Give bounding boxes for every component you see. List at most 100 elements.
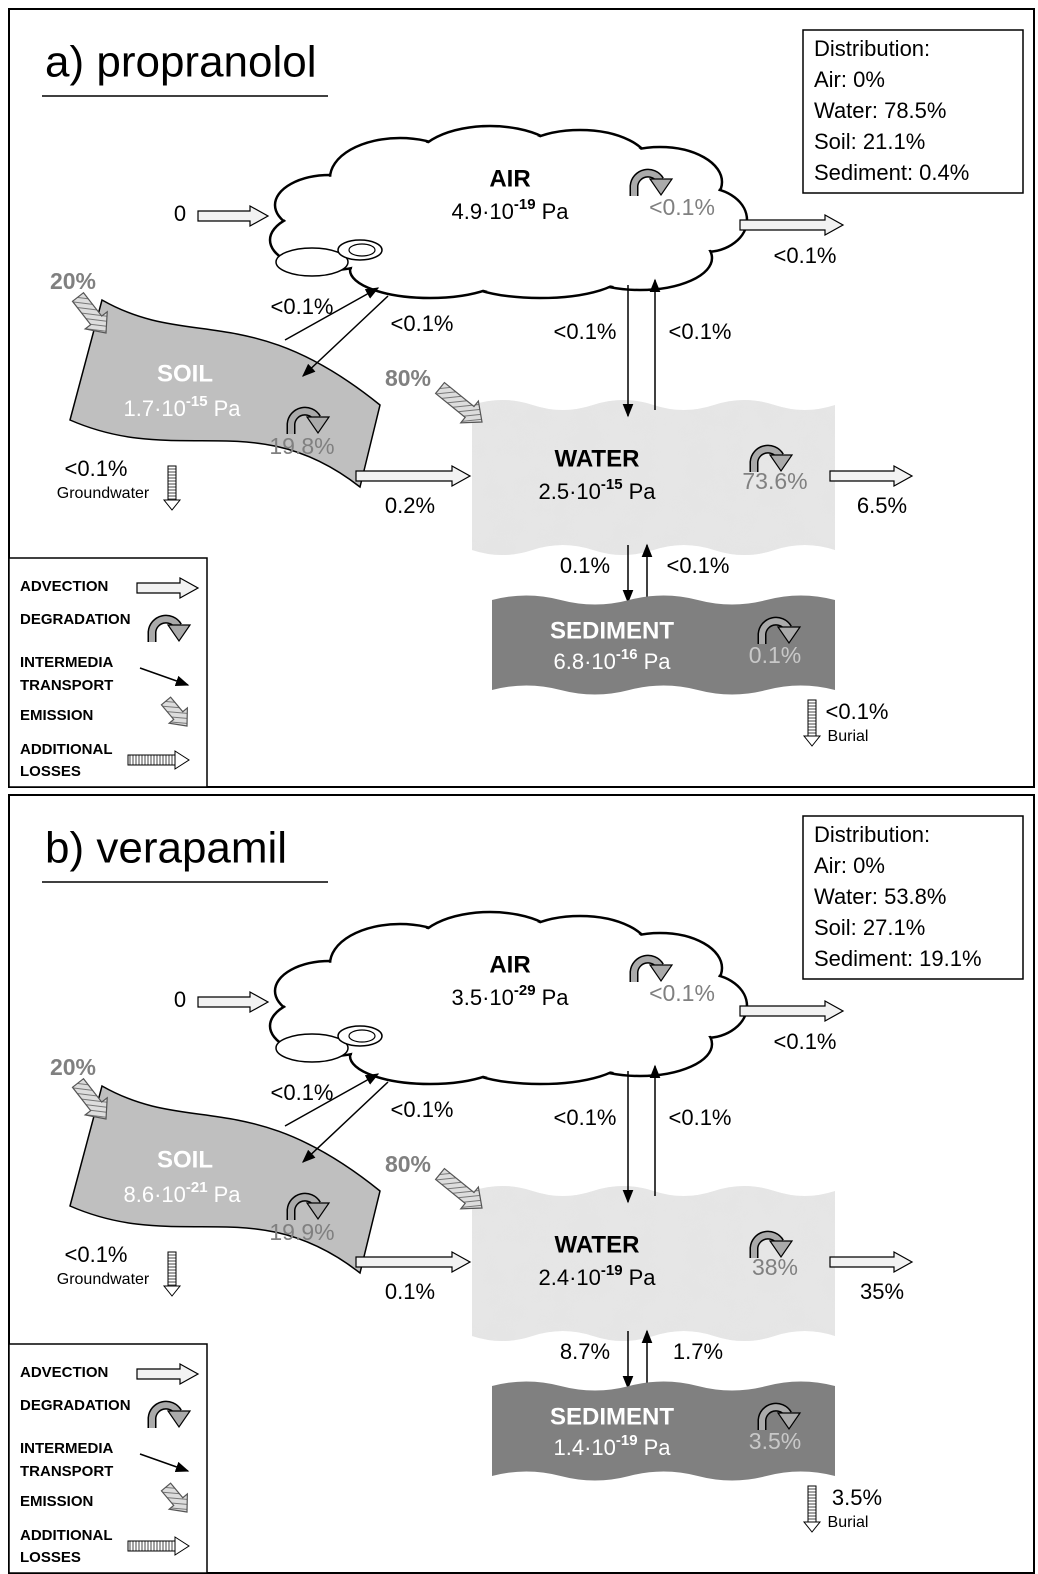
pressure-base: 1.7·10: [124, 396, 186, 421]
pressure-exponent: -19: [514, 196, 536, 213]
compartment-name: WATER: [555, 445, 640, 472]
pressure-exponent: -19: [616, 1432, 638, 1449]
panel: b) verapamil Distribution: Air: 0% Water: 5…: [9, 795, 1034, 1573]
legend-label: ADDITIONAL: [20, 741, 113, 758]
legend-label: ADVECTION: [20, 578, 108, 595]
transport-value: <0.1%: [669, 319, 732, 344]
pressure-base: 8.6·10: [124, 1182, 186, 1207]
compartment-name: AIR: [489, 951, 530, 978]
pressure-unit: Pa: [542, 985, 570, 1010]
pressure-exponent: -15: [186, 393, 208, 410]
pressure-exponent: -19: [601, 1262, 623, 1279]
pressure-exponent: -29: [514, 982, 536, 999]
transport-value: <0.1%: [271, 1080, 334, 1105]
distribution-line: Distribution:: [814, 822, 930, 847]
distribution-line: Distribution:: [814, 36, 930, 61]
pressure-base: 2.4·10: [539, 1265, 601, 1290]
outflow-value: 35%: [860, 1279, 904, 1304]
transport-value: <0.1%: [554, 1105, 617, 1130]
compartment-name: WATER: [555, 1231, 640, 1258]
pressure-unit: Pa: [214, 396, 242, 421]
legend-label: LOSSES: [20, 1549, 81, 1566]
transport-value: 0.2%: [385, 493, 435, 518]
distribution-line: Sediment: 19.1%: [814, 946, 982, 971]
pressure-base: 1.4·10: [554, 1435, 616, 1460]
pressure-base: 6.8·10: [554, 649, 616, 674]
legend-label: DEGRADATION: [20, 1397, 131, 1414]
degradation-value: 19.9%: [269, 1219, 334, 1245]
emission-value: 80%: [385, 1151, 431, 1177]
degradation-value: <0.1%: [649, 194, 715, 220]
legend-label: INTERMEDIA: [20, 1440, 114, 1457]
transport-value: <0.1%: [271, 294, 334, 319]
distribution-line: Air: 0%: [814, 853, 885, 878]
compartment-name: SOIL: [157, 1146, 213, 1173]
legend-label: LOSSES: [20, 763, 81, 780]
legend-label: EMISSION: [20, 707, 93, 724]
transport-value: 1.7%: [673, 1339, 723, 1364]
degradation-value: 19.8%: [269, 433, 334, 459]
diagram: a) propranolol Distribution: Air: 0% Water:…: [0, 0, 1038, 1574]
transport-value: <0.1%: [391, 311, 454, 336]
panel: a) propranolol Distribution: Air: 0% Water:…: [9, 9, 1034, 787]
burial-value: <0.1%: [826, 699, 889, 724]
distribution-line: Sediment: 0.4%: [814, 160, 969, 185]
legend-label: TRANSPORT: [20, 677, 113, 694]
groundwater-label: Groundwater: [57, 485, 150, 502]
emission-value: 80%: [385, 365, 431, 391]
legend-label: EMISSION: [20, 1493, 93, 1510]
inflow-value: 0: [174, 201, 186, 226]
compartment-name: AIR: [489, 165, 530, 192]
pressure-exponent: -15: [601, 476, 623, 493]
partial-pressure: 1.4·10-19 Pa: [554, 1432, 672, 1460]
pressure-unit: Pa: [542, 199, 570, 224]
distribution-line: Water: 53.8%: [814, 884, 946, 909]
partial-pressure: 3.5·10-29 Pa: [452, 982, 570, 1010]
loss-arrow-shaft: [168, 1252, 176, 1286]
compartment-name: SEDIMENT: [550, 617, 674, 644]
compartment-name: SOIL: [157, 360, 213, 387]
outflow-value: <0.1%: [774, 1029, 837, 1054]
groundwater-label: Groundwater: [57, 1271, 150, 1288]
pressure-base: 2.5·10: [539, 479, 601, 504]
partial-pressure: 6.8·10-16 Pa: [554, 646, 672, 674]
degradation-value: 73.6%: [742, 468, 807, 494]
pressure-base: 3.5·10: [452, 985, 514, 1010]
legend-label: DEGRADATION: [20, 611, 131, 628]
distribution-line: Soil: 21.1%: [814, 129, 925, 154]
degradation-value: <0.1%: [649, 980, 715, 1006]
loss-arrow-shaft: [808, 700, 816, 736]
panel-title: b) verapamil: [45, 824, 287, 873]
transport-value: 0.1%: [560, 553, 610, 578]
distribution-line: Water: 78.5%: [814, 98, 946, 123]
legend-label: INTERMEDIA: [20, 654, 114, 671]
groundwater-value: <0.1%: [65, 456, 128, 481]
degradation-value: 38%: [752, 1254, 798, 1280]
panel-title: a) propranolol: [45, 38, 317, 87]
outflow-value: 6.5%: [857, 493, 907, 518]
transport-value: <0.1%: [667, 553, 730, 578]
partial-pressure: 1.7·10-15 Pa: [124, 393, 242, 421]
cloud-puff: [349, 1030, 375, 1042]
cloud-puff: [276, 248, 348, 276]
compartment-name: SEDIMENT: [550, 1403, 674, 1430]
transport-value: <0.1%: [669, 1105, 732, 1130]
pressure-exponent: -16: [616, 646, 638, 663]
pressure-unit: Pa: [629, 479, 657, 504]
burial-label: Burial: [828, 1514, 869, 1531]
burial-label: Burial: [828, 728, 869, 745]
loss-arrow-shaft: [168, 466, 176, 500]
groundwater-value: <0.1%: [65, 1242, 128, 1267]
pressure-unit: Pa: [644, 1435, 672, 1460]
partial-pressure: 8.6·10-21Pa: [124, 1179, 242, 1207]
distribution-line: Air: 0%: [814, 67, 885, 92]
partial-pressure: 2.5·10-15 Pa: [539, 476, 657, 504]
partial-pressure: 4.9·10-19Pa: [452, 196, 570, 224]
transport-value: 0.1%: [385, 1279, 435, 1304]
transport-value: <0.1%: [554, 319, 617, 344]
inflow-value: 0: [174, 987, 186, 1012]
loss-arrow-shaft: [808, 1486, 816, 1522]
pressure-unit: Pa: [644, 649, 672, 674]
pressure-unit: Pa: [629, 1265, 657, 1290]
transport-value: 8.7%: [560, 1339, 610, 1364]
